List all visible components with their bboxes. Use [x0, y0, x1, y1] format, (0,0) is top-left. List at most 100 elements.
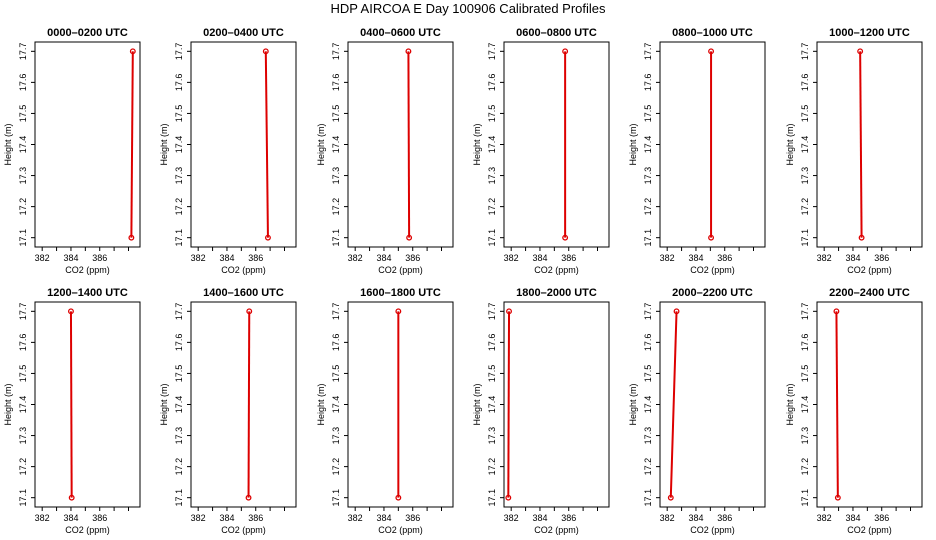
y-tick-label: 17.7 — [643, 43, 653, 61]
x-axis-label: CO2 (ppm) — [847, 525, 892, 535]
profile-line — [859, 51, 863, 238]
x-tick-label: 382 — [35, 253, 50, 263]
y-tick-label: 17.2 — [800, 458, 810, 476]
y-tick-label: 17.2 — [487, 458, 497, 476]
y-axis-label: Height (m) — [472, 123, 482, 165]
y-tick-label: 17.4 — [800, 136, 810, 154]
y-tick-label: 17.4 — [487, 396, 497, 414]
profile-line — [69, 311, 73, 498]
y-tick-label: 17.7 — [18, 43, 28, 61]
x-axis-label: CO2 (ppm) — [690, 265, 735, 275]
y-axis-label: Height (m) — [472, 383, 482, 425]
profile-panel: 0400–0600 UTC 382 384 386 17.1 17.2 17.3 17.4 17… — [316, 27, 454, 275]
x-tick-label: 386 — [561, 513, 576, 523]
x-tick-label: 386 — [717, 513, 732, 523]
y-tick-label: 17.1 — [18, 489, 28, 507]
x-tick-label: 382 — [348, 513, 363, 523]
y-tick-label: 17.4 — [487, 136, 497, 154]
plot-frame — [503, 301, 610, 508]
y-tick-label: 17.3 — [174, 427, 184, 445]
profile-panel: 0800–1000 UTC 382 384 386 17.1 17.2 17.3 17.4 17… — [628, 27, 766, 275]
y-tick-label: 17.2 — [331, 458, 341, 476]
x-tick-label: 386 — [874, 253, 889, 263]
y-tick-label: 17.3 — [174, 167, 184, 185]
panel-title: 1200–1400 UTC — [47, 287, 128, 299]
x-tick-label: 382 — [817, 253, 832, 263]
panel-title: 1400–1600 UTC — [203, 287, 284, 299]
y-tick-label: 17.1 — [487, 489, 497, 507]
profile-point — [858, 234, 865, 241]
panel-title: 1000–1200 UTC — [829, 27, 910, 39]
x-tick-label: 382 — [191, 253, 206, 263]
profile-point — [395, 494, 402, 501]
y-tick-label: 17.7 — [487, 43, 497, 61]
x-tick-label: 386 — [92, 513, 107, 523]
x-axis-label: CO2 (ppm) — [378, 525, 423, 535]
profile-point — [129, 48, 136, 55]
profile-panel: 0600–0800 UTC 382 384 386 17.1 17.2 17.3 17.4 17… — [472, 27, 610, 275]
y-tick-label: 17.6 — [331, 334, 341, 352]
y-axis-label: Height (m) — [316, 123, 326, 165]
y-tick-label: 17.4 — [643, 136, 653, 154]
profile-panel: 0200–0400 UTC 382 384 386 17.1 17.2 17.3 17.4 17… — [159, 27, 297, 275]
y-tick-label: 17.6 — [800, 334, 810, 352]
y-tick-label: 17.5 — [800, 365, 810, 383]
x-axis-label: CO2 (ppm) — [847, 265, 892, 275]
y-tick-label: 17.3 — [643, 167, 653, 185]
y-tick-label: 17.1 — [18, 229, 28, 247]
profile-line — [669, 311, 678, 498]
profile-point — [245, 494, 252, 501]
profile-panel: 2000–2200 UTC 382 384 386 17.1 17.2 17.3 17.4 17… — [628, 287, 766, 535]
profile-panel: 0000–0200 UTC 382 384 386 17.1 17.2 17.3 17.4 17… — [3, 27, 141, 275]
y-axis-label: Height (m) — [628, 123, 638, 165]
x-tick-label: 386 — [248, 513, 263, 523]
x-tick-label: 384 — [376, 253, 391, 263]
profile-panel: 1800–2000 UTC 382 384 386 17.1 17.2 17.3 17.4 17… — [472, 287, 610, 535]
y-tick-label: 17.6 — [643, 74, 653, 92]
y-tick-label: 17.5 — [643, 105, 653, 123]
profile-point — [395, 308, 402, 315]
y-tick-label: 17.5 — [487, 365, 497, 383]
plot-frame — [347, 41, 454, 248]
panel-title: 2200–2400 UTC — [829, 287, 910, 299]
y-axis-label: Height (m) — [159, 383, 169, 425]
y-tick-label: 17.7 — [18, 303, 28, 321]
profile-point — [708, 234, 715, 241]
y-tick-label: 17.6 — [331, 74, 341, 92]
y-tick-label: 17.1 — [800, 229, 810, 247]
y-tick-label: 17.6 — [487, 334, 497, 352]
y-tick-label: 17.3 — [18, 427, 28, 445]
panel-title: 2000–2200 UTC — [672, 287, 753, 299]
profile-line — [130, 51, 134, 238]
y-tick-label: 17.2 — [174, 198, 184, 216]
plot-frame — [190, 41, 297, 248]
y-tick-label: 17.5 — [174, 365, 184, 383]
profile-panel: 1000–1200 UTC 382 384 386 17.1 17.2 17.3 17.4 17… — [785, 27, 923, 275]
y-tick-label: 17.1 — [643, 229, 653, 247]
x-tick-label: 384 — [376, 513, 391, 523]
profile-panel: 1600–1800 UTC 382 384 386 17.1 17.2 17.3 17.4 17… — [316, 287, 454, 535]
y-tick-label: 17.3 — [331, 167, 341, 185]
x-tick-label: 382 — [35, 513, 50, 523]
panel-title: 1600–1800 UTC — [360, 287, 441, 299]
profile-point — [68, 494, 75, 501]
y-tick-label: 17.5 — [643, 365, 653, 383]
y-tick-label: 17.1 — [174, 489, 184, 507]
profile-point — [562, 234, 569, 241]
y-tick-label: 17.7 — [331, 303, 341, 321]
profile-panel: 1200–1400 UTC 382 384 386 17.1 17.2 17.3 17.4 17… — [3, 287, 141, 535]
y-tick-label: 17.7 — [331, 43, 341, 61]
panel-title: 0600–0800 UTC — [516, 27, 597, 39]
y-tick-label: 17.1 — [331, 229, 341, 247]
y-tick-label: 17.4 — [331, 136, 341, 154]
plot-frame — [816, 301, 923, 508]
y-tick-label: 17.2 — [487, 198, 497, 216]
panel-title: 0400–0600 UTC — [360, 27, 441, 39]
profile-line — [264, 51, 269, 238]
profile-point — [265, 234, 271, 241]
y-tick-label: 17.6 — [174, 74, 184, 92]
y-tick-label: 17.7 — [643, 303, 653, 321]
x-tick-label: 382 — [660, 513, 675, 523]
plot-frame — [347, 301, 454, 508]
y-tick-label: 17.4 — [18, 396, 28, 414]
